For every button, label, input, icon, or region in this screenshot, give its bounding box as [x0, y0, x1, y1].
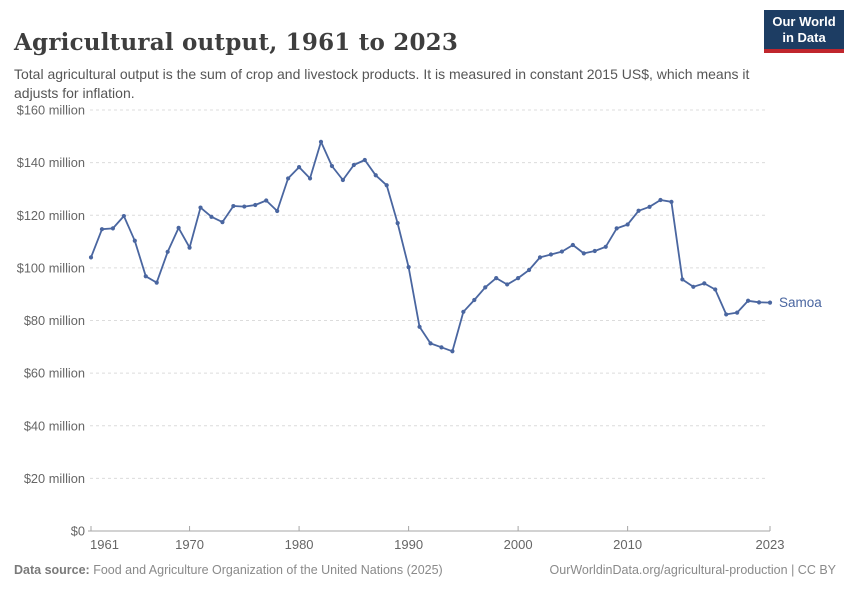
data-point[interactable]: [99, 227, 105, 232]
data-point[interactable]: [756, 300, 762, 305]
data-point[interactable]: [286, 176, 291, 181]
data-point[interactable]: [329, 163, 335, 169]
data-point[interactable]: [406, 264, 411, 270]
data-point[interactable]: [198, 205, 203, 210]
chart-subtitle: Total agricultural output is the sum of …: [14, 66, 750, 101]
data-point[interactable]: [516, 276, 521, 281]
x-tick-label: 2023: [756, 537, 785, 552]
data-point[interactable]: [767, 300, 773, 305]
data-point[interactable]: [636, 208, 641, 213]
data-point[interactable]: [253, 202, 258, 208]
data-point[interactable]: [373, 173, 378, 178]
data-point[interactable]: [395, 221, 400, 226]
y-tick-label: $140 million: [17, 155, 85, 170]
x-tick-label: 2000: [504, 537, 533, 552]
y-tick-label: $120 million: [17, 208, 85, 223]
y-tick-label: $160 million: [17, 103, 85, 118]
data-point[interactable]: [537, 255, 543, 260]
data-point[interactable]: [132, 238, 137, 243]
data-point[interactable]: [559, 249, 565, 254]
series-line: [90, 140, 771, 353]
data-point[interactable]: [88, 255, 94, 260]
data-point[interactable]: [121, 213, 126, 219]
footer-links: OurWorldinData.org/agricultural-producti…: [550, 563, 836, 577]
data-point[interactable]: [461, 309, 466, 314]
data-point[interactable]: [340, 177, 345, 183]
page-title: Agricultural output, 1961 to 2023: [14, 29, 459, 57]
data-point[interactable]: [735, 310, 740, 315]
data-point[interactable]: [362, 157, 367, 163]
data-point[interactable]: [231, 203, 236, 209]
y-tick-label: $20 million: [24, 471, 85, 486]
data-point[interactable]: [625, 222, 630, 227]
data-point[interactable]: [275, 208, 280, 214]
data-point[interactable]: [318, 139, 324, 144]
data-point[interactable]: [581, 251, 586, 256]
series-layer: Samoa: [88, 139, 822, 354]
y-tick-label: $0: [71, 524, 85, 539]
owid-logo-line1: Our World: [772, 14, 836, 29]
data-point[interactable]: [307, 176, 313, 181]
data-point[interactable]: [647, 204, 652, 209]
data-point[interactable]: [428, 341, 433, 346]
y-tick-label: $60 million: [24, 366, 85, 381]
data-point[interactable]: [713, 287, 718, 292]
data-point[interactable]: [439, 345, 444, 350]
data-point[interactable]: [505, 282, 510, 287]
x-tick-label: 1980: [285, 537, 314, 552]
gridlines-layer: [90, 109, 766, 479]
data-point[interactable]: [384, 183, 389, 188]
data-point[interactable]: [603, 244, 608, 249]
series-name-label[interactable]: Samoa: [779, 295, 822, 310]
data-point[interactable]: [614, 226, 619, 231]
data-point[interactable]: [724, 312, 729, 317]
data-point[interactable]: [669, 199, 674, 204]
data-point[interactable]: [450, 349, 455, 354]
data-point[interactable]: [187, 245, 192, 250]
y-tick-label: $100 million: [17, 260, 85, 275]
data-point[interactable]: [526, 267, 532, 273]
owid-logo-line2: in Data: [782, 30, 826, 45]
data-source-label: Data source:: [14, 563, 90, 577]
owid-logo[interactable]: Our World in Data: [764, 10, 844, 53]
data-point[interactable]: [680, 277, 685, 282]
data-point[interactable]: [417, 324, 422, 329]
data-point[interactable]: [176, 225, 181, 230]
data-point[interactable]: [143, 274, 148, 279]
data-point[interactable]: [209, 214, 214, 219]
x-tick-label: 1961: [90, 537, 119, 552]
owid-url-link[interactable]: OurWorldinData.org/agricultural-producti…: [549, 563, 788, 577]
y-tick-label: $80 million: [24, 313, 85, 328]
data-point[interactable]: [154, 280, 159, 285]
data-source-text: Food and Agriculture Organization of the…: [89, 563, 443, 577]
data-point[interactable]: [351, 162, 356, 168]
x-tick-label: 1990: [394, 537, 423, 552]
license-link[interactable]: CC BY: [797, 563, 836, 577]
data-point[interactable]: [548, 252, 554, 257]
y-tick-label: $40 million: [24, 418, 85, 433]
data-point[interactable]: [494, 276, 499, 281]
x-tick-label: 1970: [175, 537, 204, 552]
data-point[interactable]: [296, 164, 302, 170]
data-point[interactable]: [165, 249, 170, 254]
data-point[interactable]: [658, 197, 663, 203]
data-point[interactable]: [483, 285, 488, 290]
data-point[interactable]: [110, 226, 116, 231]
axes-layer: $0 $20 million $40 million $60 million $80 m…: [17, 103, 785, 553]
x-tick-label: 2010: [613, 537, 642, 552]
data-point[interactable]: [472, 297, 477, 303]
data-source-note: Data source: Food and Agriculture Organi…: [14, 563, 443, 577]
data-point[interactable]: [264, 198, 269, 203]
data-point[interactable]: [220, 219, 225, 225]
data-point[interactable]: [745, 298, 751, 303]
data-point[interactable]: [592, 248, 597, 254]
footer-separator: |: [787, 563, 798, 577]
data-point[interactable]: [691, 284, 696, 289]
data-point[interactable]: [242, 204, 247, 209]
data-point[interactable]: [570, 242, 575, 248]
data-point[interactable]: [702, 281, 707, 286]
